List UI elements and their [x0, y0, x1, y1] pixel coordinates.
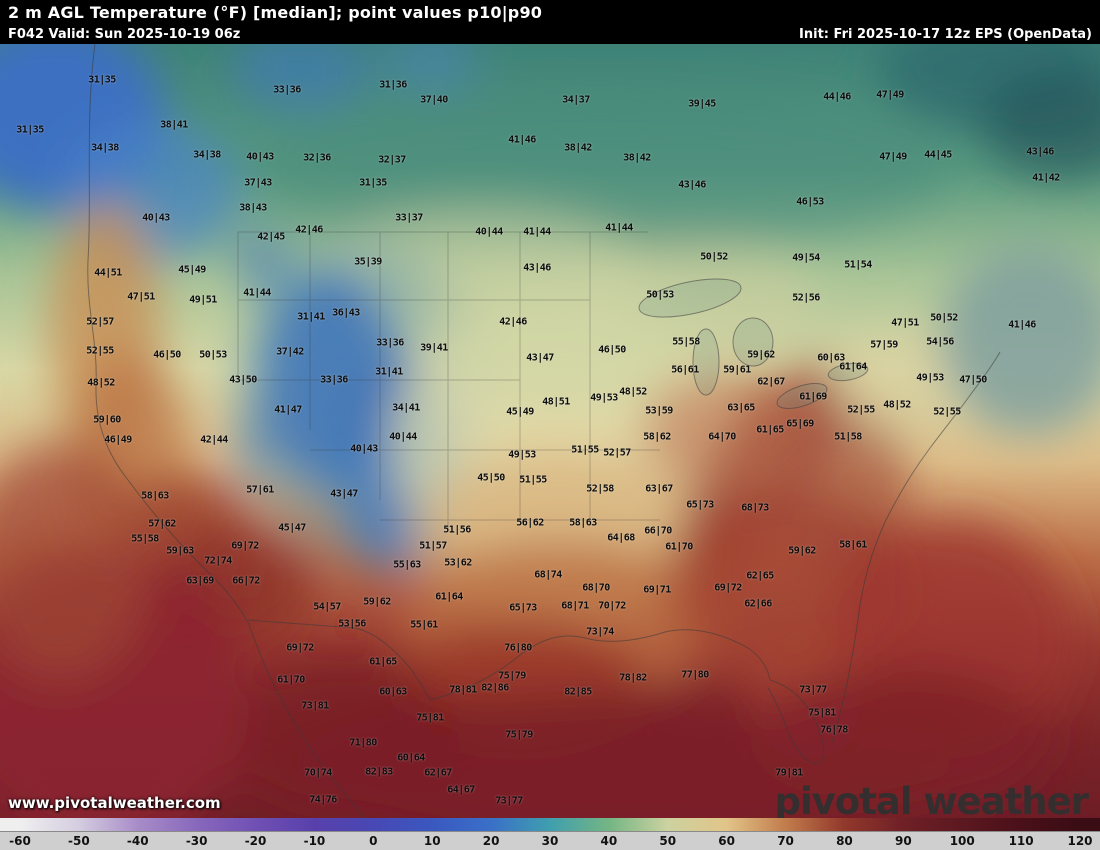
init-time-label: Init: Fri 2025-10-17 12z EPS (OpenData) [799, 26, 1092, 42]
colorbar-tick-label: 0 [369, 834, 378, 848]
colorbar-strip [0, 818, 1100, 831]
coastlines [87, 44, 1001, 818]
watermark-url: www.pivotalweather.com [8, 794, 221, 812]
colorbar: -60 -50 -40 -30 -20 -10 0 10 20 30 40 50 60 70 80 90 100… [0, 818, 1100, 850]
colorbar-tick-label: 10 [423, 834, 441, 848]
colorbar-tick-label: 80 [836, 834, 853, 848]
colorbar-tick-label: 50 [659, 834, 677, 848]
colorbar-tick-label: -50 [68, 834, 90, 848]
colorbar-tick-label: -30 [185, 834, 208, 848]
colorbar-labels: -60 -50 -40 -30 -20 -10 0 10 20 30 40 50 60 70 80 90 100… [0, 831, 1100, 850]
colorbar-tick-label: 30 [541, 834, 559, 848]
colorbar-tick-label: 40 [600, 834, 618, 848]
colorbar-tick-label: 60 [718, 834, 736, 848]
great-lakes [638, 278, 869, 409]
colorbar-tick-label: -60 [9, 834, 31, 848]
colorbar-tick-label: -40 [126, 834, 149, 848]
sub-bar: F042 Valid: Sun 2025-10-19 06z Init: Fri… [0, 24, 1100, 44]
colorbar-tick-label: 120 [1067, 834, 1093, 848]
colorbar-tick-label: 90 [894, 834, 912, 848]
colorbar-tick-label: 110 [1008, 834, 1034, 848]
colorbar-tick-label: -10 [303, 834, 326, 848]
page-title: 2 m AGL Temperature (°F) [median]; point… [8, 2, 543, 22]
valid-time-label: F042 Valid: Sun 2025-10-19 06z [8, 26, 241, 42]
pivotal-weather-logo: pivotal weather [774, 780, 1089, 823]
colorbar-tick-label: 20 [482, 834, 500, 848]
temperature-map[interactable] [0, 44, 1100, 818]
colorbar-ticks: -60 -50 -40 -30 -20 -10 0 10 20 30 40 50 60 70 80 90 100… [9, 832, 1092, 850]
colorbar-tick-label: 100 [949, 834, 975, 848]
temperature-map-svg [0, 44, 1100, 818]
colorbar-tick-label: -20 [244, 834, 267, 848]
colorbar-tick-label: 70 [777, 834, 794, 848]
temperature-shading [0, 44, 1100, 818]
state-borders [237, 231, 660, 530]
title-bar: 2 m AGL Temperature (°F) [median]; point… [0, 0, 1100, 24]
